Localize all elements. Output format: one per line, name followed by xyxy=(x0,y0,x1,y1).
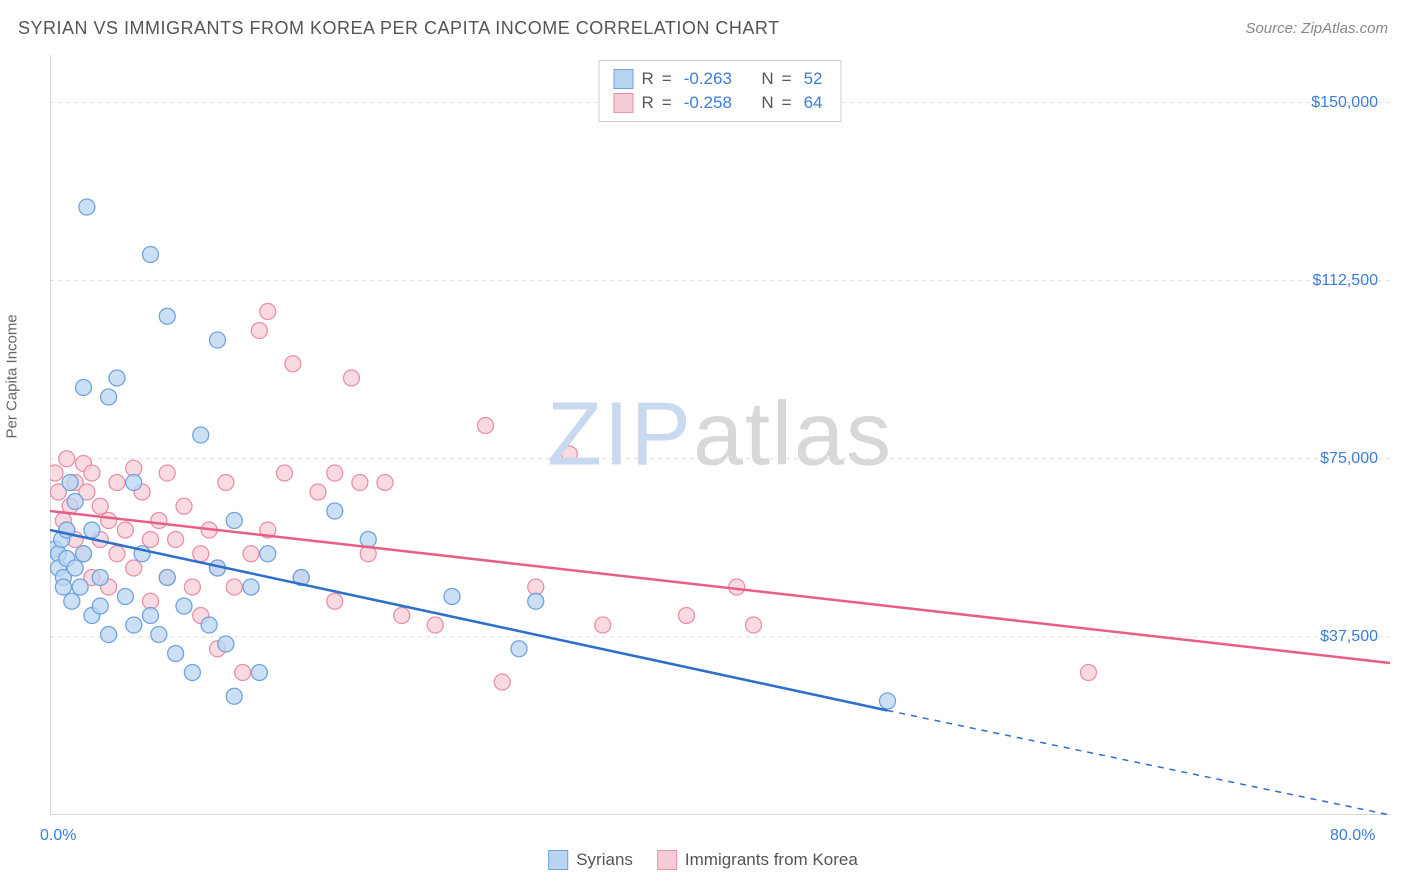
n-label: N xyxy=(761,93,773,113)
n-value-series1: 52 xyxy=(804,69,823,89)
eq: = xyxy=(782,93,792,113)
eq: = xyxy=(662,93,672,113)
y-tick-label: $150,000 xyxy=(1311,94,1378,112)
y-axis-label: Per Capita Income xyxy=(4,314,21,438)
y-tick-label: $112,500 xyxy=(1312,272,1378,290)
chart-title: SYRIAN VS IMMIGRANTS FROM KOREA PER CAPI… xyxy=(18,18,780,39)
legend-label-series1: Syrians xyxy=(576,850,633,870)
legend-item-series1: Syrians xyxy=(548,850,633,870)
swatch-series1 xyxy=(548,850,568,870)
stats-row-series1: R = -0.263 N = 52 xyxy=(613,67,826,91)
n-value-series2: 64 xyxy=(804,93,823,113)
y-tick-label: $37,500 xyxy=(1320,628,1378,646)
swatch-series1 xyxy=(613,69,633,89)
r-label: R xyxy=(641,93,653,113)
x-tick-label: 0.0% xyxy=(40,827,76,845)
n-label: N xyxy=(761,69,773,89)
swatch-series2 xyxy=(613,93,633,113)
swatch-series2 xyxy=(657,850,677,870)
legend-label-series2: Immigrants from Korea xyxy=(685,850,858,870)
source-attribution: Source: ZipAtlas.com xyxy=(1245,20,1388,37)
stats-row-series2: R = -0.258 N = 64 xyxy=(613,91,826,115)
eq: = xyxy=(782,69,792,89)
r-value-series2: -0.258 xyxy=(684,93,732,113)
x-tick-label: 80.0% xyxy=(1330,827,1375,845)
r-value-series1: -0.263 xyxy=(684,69,732,89)
bottom-legend: Syrians Immigrants from Korea xyxy=(548,850,858,870)
legend-item-series2: Immigrants from Korea xyxy=(657,850,858,870)
y-tick-label: $75,000 xyxy=(1320,450,1378,468)
eq: = xyxy=(662,69,672,89)
chart-area: ZIPatlas R = -0.263 N = 52 R = -0.258 N … xyxy=(50,55,1390,815)
r-label: R xyxy=(641,69,653,89)
scatter-plot-svg xyxy=(50,55,1390,815)
stats-legend-box: R = -0.263 N = 52 R = -0.258 N = 64 xyxy=(598,60,841,122)
